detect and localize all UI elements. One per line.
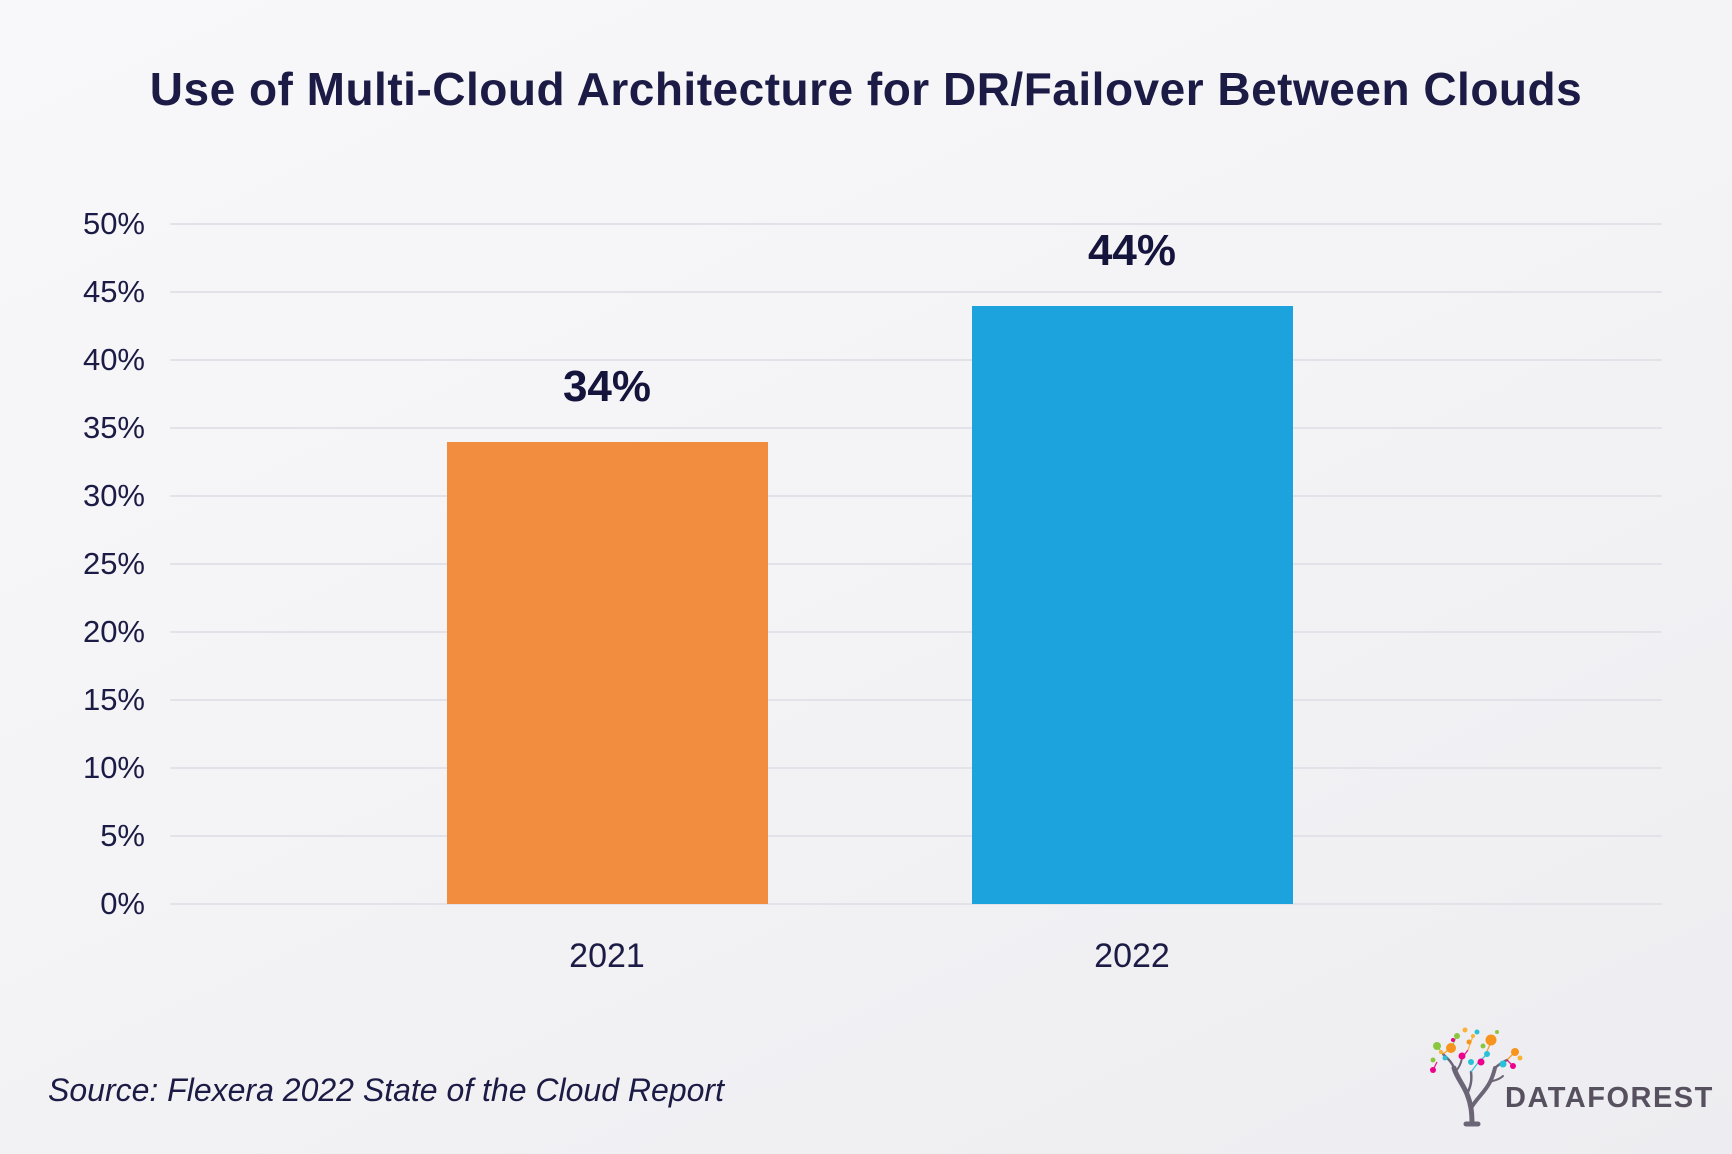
gridline-15% (170, 699, 1662, 701)
gridline-25% (170, 563, 1662, 565)
y-axis-tick-label: 20% (82, 614, 145, 649)
y-axis-tick-label: 45% (82, 274, 145, 309)
gridline-10% (170, 767, 1662, 769)
dataforest-logo: DATAFOREST (1425, 1024, 1715, 1128)
gridline-20% (170, 631, 1662, 633)
source-citation: Source: Flexera 2022 State of the Cloud … (48, 1072, 724, 1108)
gridline-30% (170, 495, 1662, 497)
logo-wordmark: DATAFOREST (1505, 1082, 1714, 1114)
x-axis-tick-label: 2022 (1094, 937, 1170, 975)
y-axis-tick-label: 40% (82, 342, 145, 377)
y-axis-tick-label: 0% (100, 886, 145, 921)
bar-value-label: 44% (1087, 225, 1177, 275)
y-axis-tick-label: 50% (82, 206, 145, 241)
gridline-45% (170, 291, 1662, 293)
gridline-5% (170, 835, 1662, 837)
bar-2022 (971, 305, 1293, 904)
bar-2021 (446, 441, 768, 904)
y-axis-tick-label: 10% (82, 750, 145, 785)
gridline-0% (170, 903, 1662, 905)
gridline-40% (170, 359, 1662, 361)
gridline-35% (170, 427, 1662, 429)
y-axis-tick-label: 35% (82, 410, 145, 445)
y-axis-tick-label: 30% (82, 478, 145, 513)
y-axis-tick-label: 5% (100, 818, 145, 853)
chart-title: Use of Multi-Cloud Architecture for DR/F… (149, 63, 1583, 115)
y-axis-tick-label: 15% (82, 682, 145, 717)
gridline-50% (170, 223, 1662, 225)
logo-tree-icon (1430, 1027, 1523, 1127)
x-axis-tick-label: 2021 (569, 937, 645, 975)
y-axis-tick-label: 25% (82, 546, 145, 581)
bar-value-label: 34% (562, 361, 652, 411)
